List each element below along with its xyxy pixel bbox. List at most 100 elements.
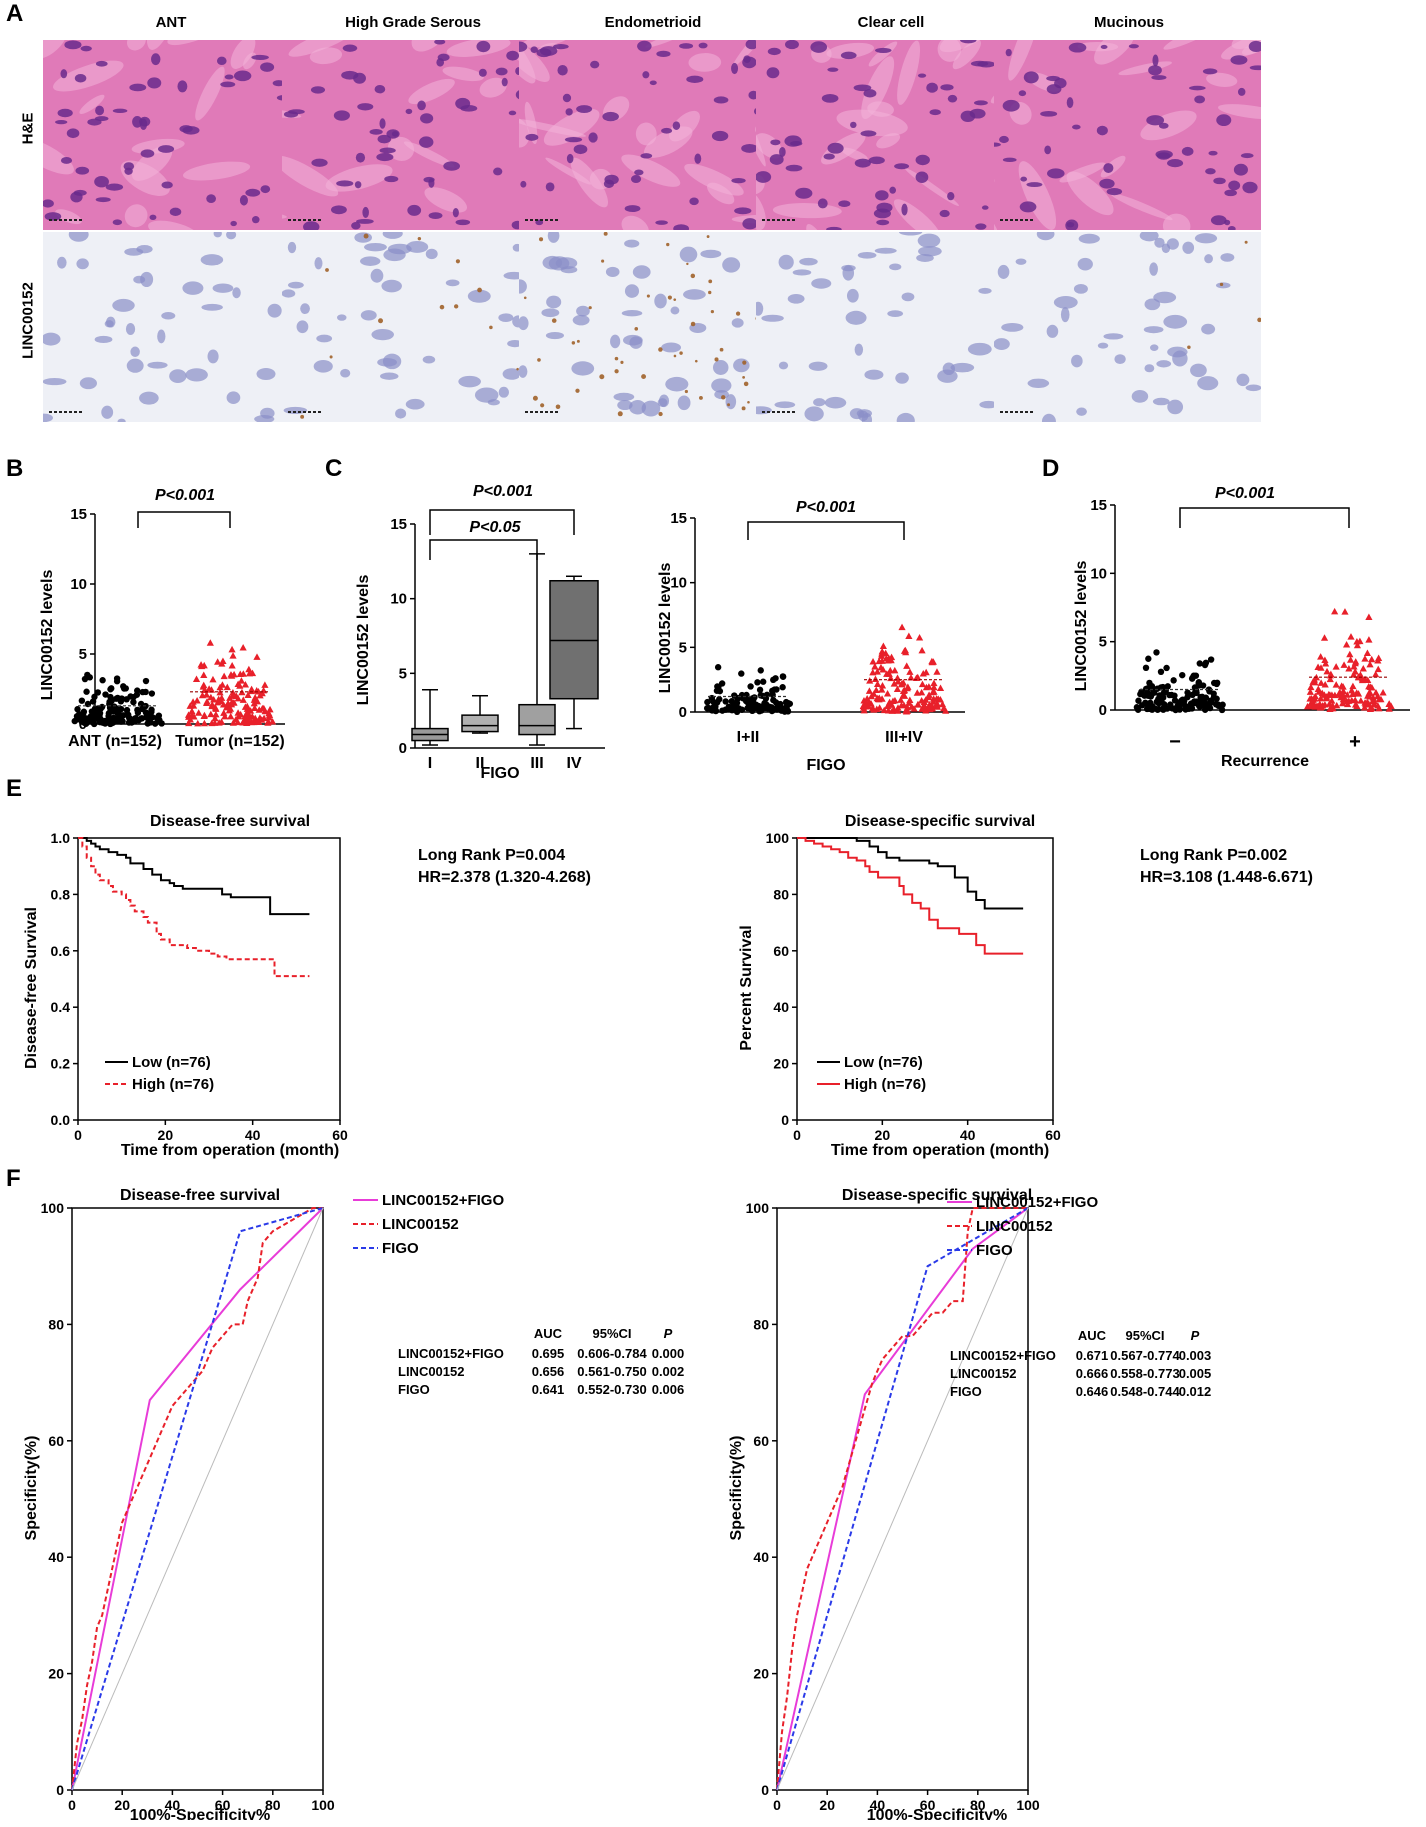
chart-c2-point [903,662,911,669]
ihc-nucleus [57,256,67,269]
he-nucleus [1002,157,1017,163]
chart-c2-point [722,698,729,705]
he-nucleus [80,45,92,52]
he-stroma-fiber [1218,104,1261,120]
he-nucleus [149,214,157,220]
chart-d-point [1197,693,1204,701]
chart-d-point [1159,683,1167,691]
chart-f1-r1-name: LINC00152 [398,1364,464,1379]
chart-c2-ytick-label: 15 [670,510,687,527]
ihc-tile-endometrioid [519,232,786,422]
chart-d-point [1353,637,1361,645]
chart-c2-point [711,706,718,713]
he-nucleus [220,81,236,88]
chart-c2-point [880,706,888,714]
chart-c2-point [928,658,936,666]
ihc-nucleus [260,407,275,419]
chart-f2-r2-p: 0.012 [1179,1384,1212,1399]
ihc-nucleus [1027,378,1050,388]
ihc-nucleus [519,316,529,331]
chart-f2-xtick-label: 20 [819,1797,835,1813]
ihc-nucleus [157,329,166,344]
chart-e2-ytick-label: 40 [773,999,789,1015]
ihc-positive-granule [667,295,672,300]
ihc-nucleus [458,375,481,388]
chart-e2-title: Disease-specific survival [845,813,1035,830]
ihc-nucleus [665,376,689,392]
ihc-nucleus [774,401,796,409]
chart-b-point [261,681,269,688]
he-nucleus [310,86,326,94]
he-nucleus [64,40,82,50]
ihc-nucleus [1154,237,1165,248]
ihc-positive-granule [673,354,677,358]
chart-c2-point [752,701,760,708]
chart-d-point [1387,702,1395,709]
ihc-nucleus [43,378,67,386]
chart-c2-point [866,677,874,684]
chart-d-point [1357,697,1365,704]
chart-b-point [214,658,222,665]
he-nucleus [151,53,161,66]
chart-d-ytick-label: 10 [1090,565,1107,582]
chart-d-point [1321,700,1329,708]
chart-e1-xtick-label: 0 [74,1127,82,1143]
ihc-nucleus [997,264,1010,279]
he-nucleus [590,60,600,69]
he-stroma-fiber [43,138,74,175]
chart-d-point [1145,655,1152,662]
chart-c1-xlabel: FIGO [480,765,519,782]
he-nucleus [1146,115,1165,126]
ihc-positive-granule [489,325,493,330]
chart-c2-point [902,707,910,714]
chart-f2-legend-1: LINC00152 [976,1218,1053,1235]
he-nucleus [356,218,374,224]
ihc-nucleus [845,310,867,325]
ihc-tile-hgs [282,232,549,422]
chart-d-point [1331,691,1339,699]
chart-d-point [1365,613,1373,621]
he-nucleus [713,96,729,104]
chart-c1: P<0.001 P<0.05 LINC00152 levels 0 5 10 15 I… [355,483,605,782]
chart-d-point [1329,702,1337,709]
he-nucleus [1026,182,1043,188]
ihc-nucleus [967,342,992,356]
ihc-nucleus [360,310,377,321]
chart-d-point [1354,673,1363,680]
he-nucleus [741,143,758,153]
chart-b-point [117,718,125,725]
he-nucleus [530,46,538,54]
chart-d-point [1309,678,1317,685]
ihc-nucleus [849,408,865,420]
chart-b-point [185,719,193,727]
ihc-nucleus [212,283,234,293]
he-nucleus [603,179,615,189]
chart-d-point [1353,689,1361,696]
chart-d-point [1348,686,1356,694]
chart-c2-point [878,682,887,689]
chart-b-point [189,698,197,705]
chart-b-ytick-label: 15 [70,506,87,523]
chart-e1-frame [77,837,341,1121]
ihc-nucleus [547,232,560,243]
ihc-positive-granule [719,347,724,352]
chart-d-point [1206,704,1214,712]
he-nucleus [95,105,105,116]
he-nucleus [124,167,133,175]
chart-c2-point [933,668,941,675]
ihc-nucleus [712,360,729,375]
ihc-nucleus [979,400,998,409]
chart-b-point [88,716,95,724]
ihc-nucleus [498,386,509,398]
chart-d-point [1339,695,1347,703]
chart-c2-point [914,700,922,708]
chart-d-point [1314,702,1322,710]
chart-d-point [1342,641,1351,648]
chart-f2-r2-ci: 0.548-0.744 [1110,1384,1180,1399]
ihc-nucleus [632,265,651,279]
chart-d-point [1188,705,1196,712]
he-nucleus [206,194,216,204]
chart-b-point [200,671,208,678]
chart-d-point [1320,634,1329,641]
he-nucleus [362,206,369,218]
